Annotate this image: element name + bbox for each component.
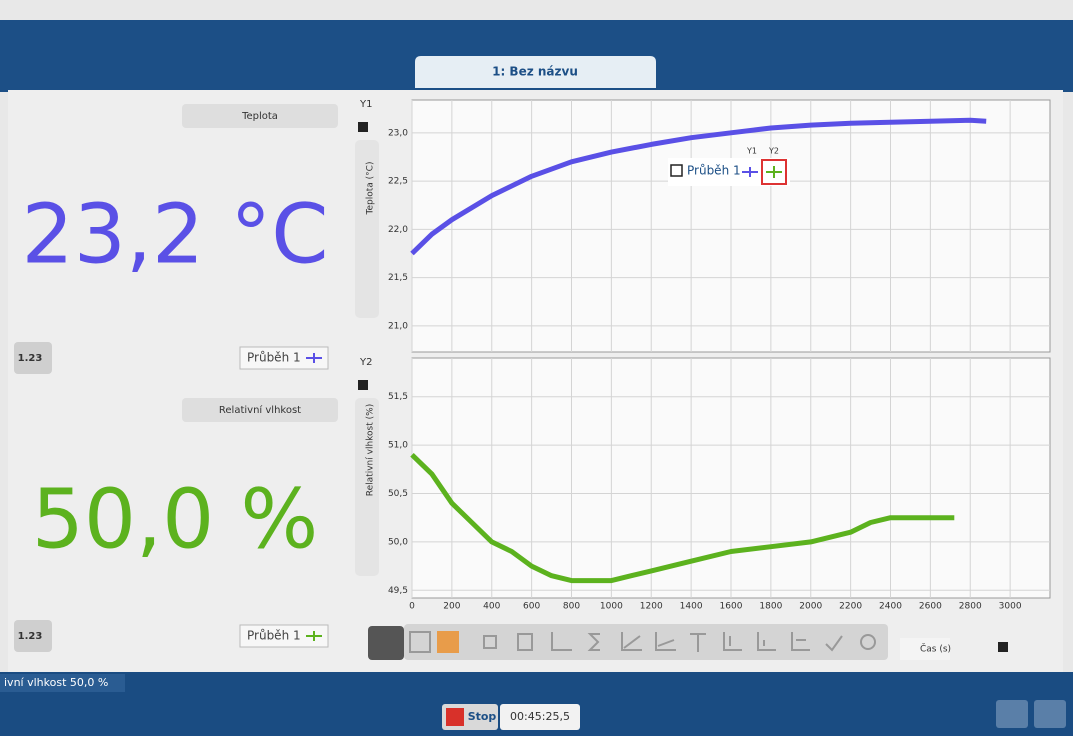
x-tick-label: 800 <box>563 602 580 612</box>
y-tick-label: 23,0 <box>388 128 408 138</box>
x-tick-label: 1800 <box>759 602 782 612</box>
x-tick-label: 2400 <box>879 602 902 612</box>
tab-title[interactable]: 1: Bez názvu <box>492 65 578 79</box>
x-tick-label: 3000 <box>999 602 1022 612</box>
y-tick-label: 51,0 <box>388 441 408 451</box>
x-tick-label: 2800 <box>959 602 982 612</box>
tool-icon[interactable] <box>438 632 458 652</box>
format-button-label[interactable]: 1.23 <box>18 353 43 364</box>
y-tick-label: 50,5 <box>388 489 408 499</box>
tools-button[interactable] <box>1034 700 1066 728</box>
x-tick-label: 1200 <box>640 602 663 612</box>
x-axis-label: Čas (s) <box>920 643 951 655</box>
y-tick-label: 22,0 <box>388 225 408 235</box>
x-tick-label: 200 <box>443 602 460 612</box>
y-axis-label: Relativní vlhkost (%) <box>366 404 376 496</box>
graph-button[interactable] <box>368 626 404 660</box>
x-tick-label: 400 <box>483 602 500 612</box>
lock-icon[interactable] <box>358 122 368 132</box>
lock-icon[interactable] <box>998 642 1008 652</box>
lock-icon[interactable] <box>358 380 368 390</box>
x-tick-label: 0 <box>409 602 415 612</box>
y-tick-label: 21,5 <box>388 273 408 283</box>
stop-icon[interactable] <box>446 708 464 726</box>
x-tick-label: 600 <box>523 602 540 612</box>
legend-column: Y1 <box>746 147 757 156</box>
x-tick-label: 1000 <box>600 602 623 612</box>
y-tick-label: 49,5 <box>388 586 408 596</box>
stop-label[interactable]: Stop <box>468 710 497 723</box>
legend-column: Y2 <box>768 147 779 156</box>
toolbar <box>404 624 888 660</box>
x-tick-label: 1400 <box>680 602 703 612</box>
x-tick-label: 2600 <box>919 602 942 612</box>
screen: 1: Bez názvu ivní vlhkost 50,0 % Stop 00… <box>0 0 1073 736</box>
y-tick-label: 51,5 <box>388 392 408 402</box>
x-tick-label: 2200 <box>839 602 862 612</box>
x-tick-label: 2000 <box>799 602 822 612</box>
settings-button[interactable] <box>996 700 1028 728</box>
legend-label: Průběh 1 <box>687 164 741 178</box>
timer: 00:45:25,5 <box>510 710 570 723</box>
y-tick-label: 22,5 <box>388 177 408 187</box>
sensor-name: Teplota <box>241 111 278 122</box>
y-tick-label: 50,0 <box>388 537 408 547</box>
x-tick-label: 1600 <box>720 602 743 612</box>
status-readout: ivní vlhkost 50,0 % <box>4 676 108 689</box>
axis-name: Y2 <box>359 357 372 368</box>
format-button-label[interactable]: 1.23 <box>18 631 43 642</box>
sensor-reading: 23,2 °C <box>22 187 329 282</box>
legend-label: Průběh 1 <box>247 351 301 365</box>
sensor-name: Relativní vlhkost <box>219 404 301 416</box>
legend-label: Průběh 1 <box>247 629 301 643</box>
axis-name: Y1 <box>359 99 372 110</box>
y-axis-label: Teplota (°C) <box>366 162 376 216</box>
charts: Y1 Teplota (°C) 21,0 21,5 22,0 22,5 23,0 Y2 Rela… <box>355 99 1050 655</box>
y-tick-label: 21,0 <box>388 321 408 331</box>
sensor-reading: 50,0 % <box>32 472 319 567</box>
